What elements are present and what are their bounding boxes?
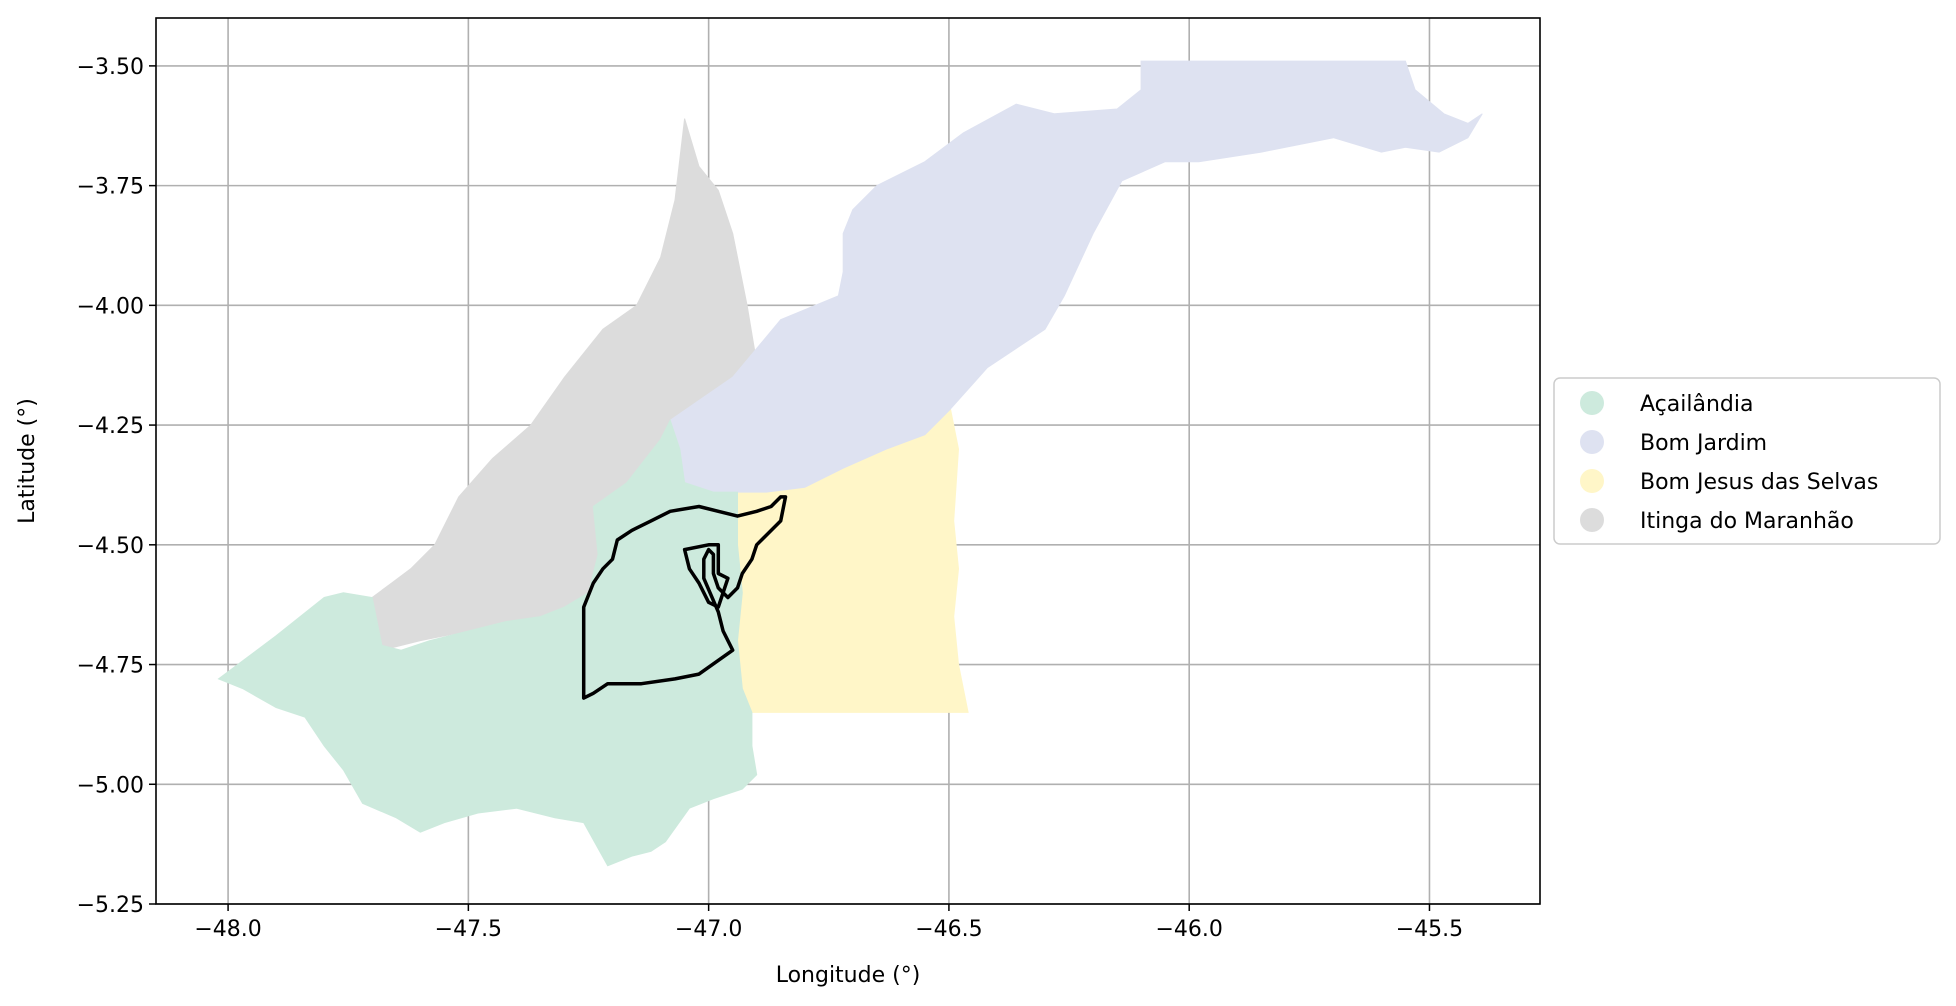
x-tick-label: −47.5 xyxy=(435,917,502,942)
legend-marker xyxy=(1580,391,1604,415)
legend-marker xyxy=(1580,430,1604,454)
y-tick-label: −4.25 xyxy=(77,414,144,439)
legend-label: Itinga do Maranhão xyxy=(1640,509,1854,534)
map-regions xyxy=(217,60,1483,867)
region-bom-jardim xyxy=(669,60,1483,493)
legend-frame xyxy=(1553,377,1941,545)
y-tick-label: −3.75 xyxy=(77,175,144,200)
outline-inner xyxy=(682,543,730,609)
y-tick-label: −3.50 xyxy=(77,55,144,80)
boundary-outline xyxy=(581,495,788,700)
x-axis-label: Longitude (°) xyxy=(776,963,921,988)
y-tick-label: −4.50 xyxy=(77,534,144,559)
plot-frame xyxy=(155,17,1541,905)
legend-label: Bom Jardim xyxy=(1640,431,1767,456)
outline-outer xyxy=(581,495,788,700)
legend-marker xyxy=(1580,508,1604,532)
region-acailandia xyxy=(217,419,758,867)
y-tick-label: −5.25 xyxy=(77,893,144,918)
x-tick-label: −47.0 xyxy=(675,917,742,942)
legend-label: Açailândia xyxy=(1640,392,1753,417)
x-tick-label: −45.5 xyxy=(1396,917,1463,942)
y-axis-ticks: −3.50 −3.75 −4.00 −4.25 −4.50 −4.75 −5.00 −5.25 xyxy=(77,55,156,918)
legend-label: Bom Jesus das Selvas xyxy=(1640,470,1878,495)
y-axis-label: Latitude (°) xyxy=(15,398,40,524)
x-tick-label: −48.0 xyxy=(194,917,261,942)
y-tick-label: −4.00 xyxy=(77,294,144,319)
y-tick-label: −4.75 xyxy=(77,654,144,679)
y-tick-label: −5.00 xyxy=(77,773,144,798)
x-tick-label: −46.0 xyxy=(1155,917,1222,942)
x-tick-label: −46.5 xyxy=(915,917,982,942)
x-axis-ticks: −48.0 −47.5 −47.0 −46.5 −46.0 −45.5 xyxy=(194,904,1463,942)
legend-marker xyxy=(1580,469,1604,493)
legend: Açailândia Bom Jardim Bom Jesus das Selvas… xyxy=(1553,377,1941,545)
